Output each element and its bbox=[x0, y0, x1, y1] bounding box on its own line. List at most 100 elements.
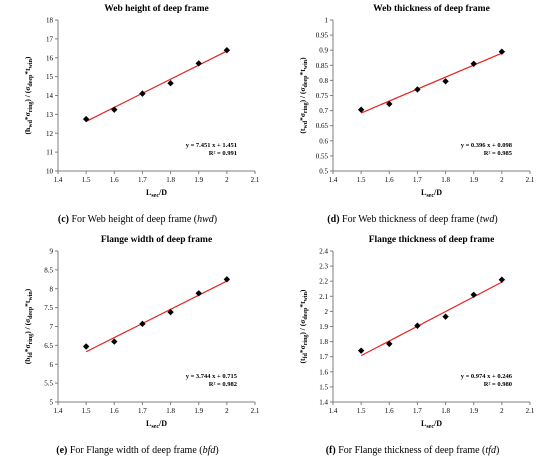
y-tick-label-f: 1.8 bbox=[319, 338, 328, 346]
chart-title-d: Web thickness of deep frame bbox=[373, 4, 490, 14]
y-tick-label-e: 6.5 bbox=[44, 342, 53, 350]
caption-end-f: ) bbox=[495, 445, 500, 456]
x-tick-label-c: 2.1 bbox=[251, 176, 260, 184]
data-point-e bbox=[111, 338, 118, 345]
data-point-d bbox=[470, 60, 477, 67]
x-tick-label-c: 1.6 bbox=[110, 176, 119, 184]
x-tick-label-f: 2 bbox=[500, 407, 504, 415]
y-tick-label-c: 11 bbox=[46, 149, 53, 157]
x-tick-label-e: 1.6 bbox=[110, 407, 119, 415]
data-point-f bbox=[386, 340, 393, 348]
data-point-e bbox=[195, 290, 202, 297]
y-tick-label-e: 9 bbox=[50, 248, 54, 256]
x-tick-label-f: 1.5 bbox=[357, 407, 366, 415]
equation-label-f: y = 0.974 x + 0.246 bbox=[461, 373, 513, 380]
data-point-f bbox=[470, 291, 477, 298]
y-tick-label-f: 1.9 bbox=[319, 323, 328, 331]
x-tick-label-d: 1.5 bbox=[357, 176, 366, 184]
data-point-d bbox=[414, 86, 421, 93]
chart-panel-c: Web height of deep frame 10 11 12 13 14 15 16 17… bbox=[0, 0, 275, 231]
y-tick-label-c: 17 bbox=[46, 35, 54, 43]
caption-tag-d: (d) bbox=[327, 214, 340, 225]
x-tick-label-e: 1.5 bbox=[82, 407, 91, 415]
caption-text-c: For Web height of deep frame ( bbox=[71, 214, 198, 225]
y-tick-label-c: 16 bbox=[46, 54, 54, 62]
chart-panel-e: Flange width of deep frame 5 5.5 6 6.5 7 7.5 8 8… bbox=[0, 231, 275, 463]
x-tick-label-c: 1.8 bbox=[166, 176, 175, 184]
y-tick-label-d: 0.8 bbox=[319, 77, 328, 85]
x-tick-label-f: 1.9 bbox=[469, 407, 478, 415]
data-point-d bbox=[386, 100, 393, 108]
y-tick-label-e: 5 bbox=[50, 399, 54, 407]
y-tick-label-f: 2.3 bbox=[319, 263, 328, 271]
caption-text-d: For Web thickness of deep frame ( bbox=[342, 214, 480, 225]
data-point-c bbox=[111, 106, 118, 113]
y-tick-label-d: 0.75 bbox=[316, 92, 329, 100]
equation-label-d: y = 0.396 x + 0.098 bbox=[461, 142, 513, 149]
x-tick-label-c: 1.9 bbox=[194, 176, 203, 184]
y-tick-label-e: 6 bbox=[50, 361, 54, 369]
y-tick-label-d: 0.6 bbox=[319, 137, 328, 145]
trendline-d bbox=[360, 52, 503, 114]
equation-label-e: y = 3.744 x + 0.715 bbox=[186, 373, 238, 380]
caption-end-e: ) bbox=[215, 445, 219, 456]
x-tick-label-d: 1.7 bbox=[413, 176, 422, 184]
y-tick-label-d: 0.55 bbox=[316, 152, 329, 160]
caption-sym-e: bfd bbox=[202, 445, 216, 456]
y-tick-label-c: 18 bbox=[46, 17, 54, 25]
x-tick-label-d: 1.8 bbox=[441, 176, 450, 184]
caption-tag-f: (f) bbox=[325, 445, 336, 456]
chart-svg-f: Flange thickness of deep frame 1.4 1.5 1.6 1… bbox=[298, 235, 535, 430]
data-point-f bbox=[357, 347, 365, 354]
y-tick-label-e: 8 bbox=[50, 285, 54, 293]
y-tick-label-d: 0.85 bbox=[316, 62, 329, 70]
caption-end-c: ) bbox=[213, 214, 218, 225]
chart-svg-c: Web height of deep frame 10 11 12 13 14 15 16 17… bbox=[23, 4, 260, 199]
caption-c: (c) For Web height of deep frame (hwd) bbox=[0, 214, 275, 225]
trendline-f bbox=[360, 281, 503, 357]
trendline-c bbox=[85, 50, 228, 122]
data-point-e bbox=[139, 320, 146, 328]
caption-sym-d: twd bbox=[479, 214, 495, 225]
caption-end-d: ) bbox=[494, 214, 498, 225]
y-tick-label-d: 0.65 bbox=[316, 122, 329, 130]
data-point-d bbox=[442, 78, 449, 85]
x-tick-label-c: 1.5 bbox=[82, 176, 91, 184]
x-tick-label-f: 1.8 bbox=[441, 407, 450, 415]
y-tick-label-e: 8.5 bbox=[44, 266, 53, 274]
data-point-c bbox=[82, 115, 90, 123]
data-point-c bbox=[167, 80, 174, 87]
chart-panel-d: Web thickness of deep frame 0.5 0.55 0.6 0.6… bbox=[275, 0, 550, 231]
caption-sym-f: tfd bbox=[485, 445, 496, 456]
caption-tag-e: (e) bbox=[56, 445, 68, 456]
chart-title-c: Web height of deep frame bbox=[104, 4, 209, 14]
x-tick-label-d: 1.6 bbox=[385, 176, 394, 184]
y-tick-label-f: 1.7 bbox=[319, 353, 328, 361]
y-tick-label-f: 2.2 bbox=[319, 278, 328, 286]
y-tick-label-f: 1.4 bbox=[319, 399, 328, 407]
y-tick-label-d: 0.95 bbox=[316, 32, 329, 40]
chart-svg-d: Web thickness of deep frame 0.5 0.55 0.6 0.6… bbox=[298, 4, 535, 199]
y-tick-label-f: 2.1 bbox=[319, 293, 328, 301]
r2-label-e: R² = 0.982 bbox=[209, 381, 237, 388]
x-tick-label-d: 1.4 bbox=[329, 176, 338, 184]
x-axis-label-c: Lsec/D bbox=[146, 188, 167, 199]
y-tick-label-f: 2.4 bbox=[319, 248, 328, 256]
y-axis-label-c: (hwd*σring) / (σdeep*twin) bbox=[23, 56, 34, 134]
data-point-f bbox=[442, 313, 449, 320]
data-point-f bbox=[498, 276, 506, 283]
y-tick-label-f: 1.6 bbox=[319, 368, 328, 376]
x-axis-label-f: Lsec/D bbox=[421, 419, 442, 430]
x-axis-label-d: Lsec/D bbox=[421, 188, 442, 199]
data-point-d bbox=[357, 106, 365, 113]
r2-label-d: R² = 0.985 bbox=[484, 150, 513, 157]
caption-text-e: For Flange width of deep frame ( bbox=[69, 445, 203, 456]
data-point-c bbox=[139, 90, 146, 97]
chart-title-f: Flange thickness of deep frame bbox=[369, 235, 495, 245]
x-tick-label-e: 1.4 bbox=[54, 407, 63, 415]
y-tick-label-d: 0.7 bbox=[319, 107, 328, 115]
x-tick-label-e: 2.1 bbox=[251, 407, 260, 415]
x-tick-label-c: 1.7 bbox=[138, 176, 147, 184]
data-point-c bbox=[223, 47, 231, 54]
x-tick-label-d: 1.9 bbox=[469, 176, 478, 184]
